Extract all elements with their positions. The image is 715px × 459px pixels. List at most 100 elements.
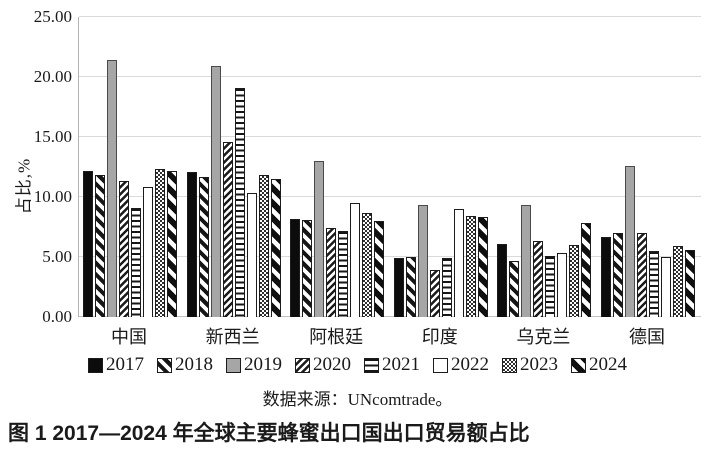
bar-乌克兰-2024 [581,223,592,317]
x-axis-label-德国: 德国 [628,327,665,347]
gridline [79,196,701,197]
bar-group-印度 [393,205,488,317]
bar-阿根廷-2017 [290,218,301,317]
bar-德国-2020 [636,233,647,317]
bar-印度-2020 [429,270,440,317]
legend-item-2022: 2022 [433,354,489,376]
bar-新西兰-2017 [186,171,197,317]
y-axis-title: 占比,% [14,157,34,215]
bar-德国-2023 [672,246,683,317]
bar-德国-2018 [612,233,623,317]
y-tick-label: 20.00 [33,67,72,86]
bar-group-中国 [83,60,177,317]
bar-中国-2018 [95,175,105,317]
legend-item-2017: 2017 [88,354,144,376]
bar-乌克兰-2021 [545,255,556,317]
figure-caption: 图 1 2017—2024 年全球主要蜂蜜出口国出口贸易额占比 [8,422,530,445]
bar-新西兰-2020 [222,141,233,317]
gridline [79,256,701,257]
legend-label-2023: 2023 [520,354,558,375]
data-source-note: 数据来源：UNcomtrade。 [262,390,453,409]
bar-新西兰-2024 [270,179,281,317]
bar-中国-2021 [131,207,141,317]
bar-中国-2023 [155,169,165,317]
bar-德国-2017 [600,236,611,317]
bar-德国-2019 [624,165,635,317]
legend: 2017 2018 2019 2020 2021 2022 2023 2024 [0,354,715,376]
bar-中国-2022 [143,187,153,317]
legend-label-2017: 2017 [106,354,144,375]
legend-label-2020: 2020 [313,354,351,375]
legend-label-2021: 2021 [382,354,420,375]
x-axis-label-乌克兰: 乌克兰 [516,327,571,347]
plot-area [78,16,701,317]
bar-德国-2022 [660,257,671,317]
gridline [79,16,701,17]
bar-德国-2021 [648,251,659,317]
legend-swatch-2021-icon [364,357,379,373]
y-tick-label: 5.00 [42,247,72,266]
x-axis-labels: 中国 新西兰 阿根廷 印度 乌克兰 德国 [78,323,700,349]
bar-乌克兰-2017 [497,243,508,317]
bar-乌克兰-2022 [557,253,568,317]
legend-item-2018: 2018 [157,354,213,376]
bar-group-新西兰 [186,66,281,317]
bar-德国-2024 [684,249,695,317]
bar-新西兰-2018 [198,176,209,317]
legend-item-2023: 2023 [502,354,558,376]
y-tick-label: 0.00 [42,307,72,326]
bar-阿根廷-2023 [362,212,373,317]
legend-swatch-2019-icon [226,357,241,373]
bar-乌克兰-2019 [521,205,532,317]
bar-印度-2023 [465,216,476,317]
legend-swatch-2024-icon [571,357,586,373]
legend-label-2022: 2022 [451,354,489,375]
legend-label-2024: 2024 [589,354,627,375]
gridline [79,76,701,77]
bar-乌克兰-2023 [569,245,580,317]
bar-阿根廷-2022 [350,203,361,317]
bar-中国-2019 [107,60,117,317]
legend-swatch-2017-icon [88,357,103,373]
bar-group-乌克兰 [497,205,592,317]
legend-label-2018: 2018 [175,354,213,375]
legend-item-2021: 2021 [364,354,420,376]
bar-中国-2024 [167,170,177,317]
y-tick-label: 25.00 [33,7,72,26]
bar-中国-2017 [83,170,93,317]
bar-中国-2020 [119,181,129,317]
legend-item-2020: 2020 [295,354,351,376]
bar-阿根廷-2021 [338,230,349,317]
legend-swatch-2022-icon [433,357,448,373]
x-axis-label-印度: 印度 [421,327,458,347]
x-axis-label-新西兰: 新西兰 [205,327,260,347]
bar-乌克兰-2020 [533,241,544,317]
legend-item-2019: 2019 [226,354,282,376]
bar-印度-2024 [477,217,488,317]
bar-新西兰-2022 [246,193,257,317]
x-axis-line [79,316,701,317]
bar-新西兰-2019 [210,66,221,317]
legend-item-2024: 2024 [571,354,627,376]
bar-groups [79,17,701,317]
bar-阿根廷-2018 [302,219,313,317]
bar-阿根廷-2020 [326,228,337,317]
x-axis-label-中国: 中国 [111,327,147,347]
bar-group-阿根廷 [290,161,385,317]
legend-swatch-2023-icon [502,357,517,373]
bar-乌克兰-2018 [509,260,520,317]
bar-印度-2022 [453,209,464,317]
bar-印度-2018 [405,257,416,317]
bar-新西兰-2023 [258,175,269,317]
x-axis-label-阿根廷: 阿根廷 [309,327,364,347]
bar-group-德国 [600,165,695,317]
bar-印度-2017 [393,258,404,317]
legend-label-2019: 2019 [244,354,282,375]
bar-阿根廷-2024 [374,221,385,317]
bar-新西兰-2021 [234,87,245,317]
legend-swatch-2020-icon [295,357,310,373]
bar-阿根廷-2019 [314,161,325,317]
bar-印度-2019 [417,205,428,317]
legend-swatch-2018-icon [157,357,172,373]
